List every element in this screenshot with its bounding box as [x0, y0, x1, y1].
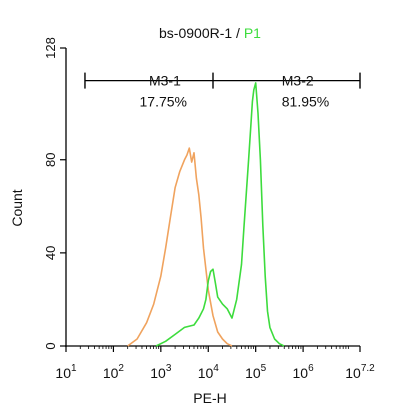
y-axis-title: Count	[9, 189, 25, 226]
x-tick-label: 107.2	[345, 363, 375, 381]
x-tick-label: 105	[245, 363, 267, 381]
x-tick-label: 102	[103, 363, 125, 381]
y-tick-label: 128	[43, 37, 58, 59]
chart-title-gate: P1	[244, 25, 261, 41]
x-tick-label: 103	[150, 363, 172, 381]
gate-label-name: M3-1	[149, 73, 181, 89]
x-tick-label: 104	[198, 363, 220, 381]
chart-title-sample: bs-0900R-1	[159, 25, 232, 41]
chart-title: bs-0900R-1 / P1	[159, 25, 261, 41]
x-tick-label: 101	[55, 363, 77, 381]
y-tick-label: 40	[43, 246, 58, 260]
x-tick-label: 106	[293, 363, 315, 381]
histogram-series-2	[155, 82, 285, 347]
y-tick-label: 0	[43, 342, 58, 349]
histogram-series-1	[127, 147, 233, 347]
x-axis-title: PE-H	[193, 390, 226, 406]
gate-label-name: M3-2	[282, 73, 314, 89]
gate-label-percent: 81.95%	[282, 94, 329, 110]
y-tick-label: 80	[43, 153, 58, 167]
plot-area: 0 40 80 128 101 102 103 104 105 106 107.2 M3-1 17.75…	[43, 37, 375, 381]
gate-label-percent: 17.75%	[140, 94, 187, 110]
chart-title-separator: /	[232, 25, 244, 41]
